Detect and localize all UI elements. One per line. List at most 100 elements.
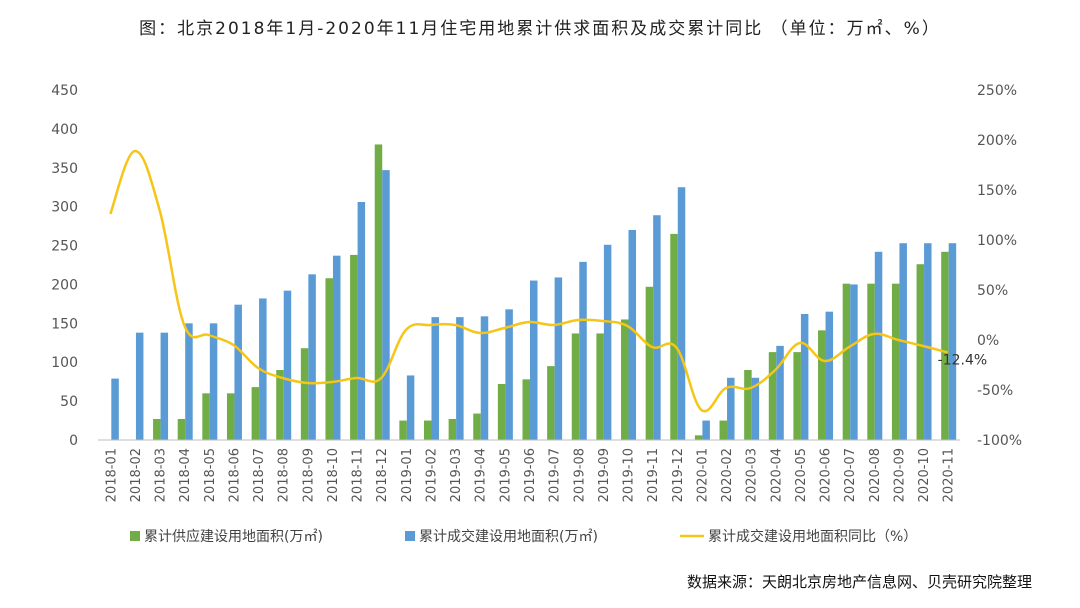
y-left-tick-label: 250 (51, 239, 78, 255)
x-tick-label: 2018-10 (326, 448, 341, 502)
bar-supply (793, 352, 801, 440)
y-left-tick-label: 0 (69, 433, 78, 449)
legend: 累计供应建设用地面积(万㎡) 累计成交建设用地面积(万㎡) 累计成交建设用地面积同比… (130, 528, 917, 545)
bar-transaction (431, 317, 439, 440)
y-axis-right: -100% -50% 0% 50% 100% 150% 200% 250% (977, 83, 1022, 449)
bar-supply (867, 283, 875, 440)
bar-transaction (530, 280, 538, 440)
bar-transaction (308, 274, 316, 440)
y-axis-left: 0 50 100 150 200 250 300 350 400 450 (51, 83, 78, 449)
x-tick-label: 2019-10 (622, 448, 637, 502)
x-tick-label: 2019-12 (671, 448, 686, 502)
bar-transaction (579, 261, 587, 440)
bar-transaction (850, 284, 858, 440)
bar-supply (547, 366, 555, 440)
bar-transaction (111, 378, 119, 440)
bar-supply (399, 420, 407, 440)
bar-supply (350, 254, 358, 440)
x-tick-label: 2020-08 (868, 448, 883, 502)
bar-supply (842, 283, 851, 440)
bar-supply (916, 264, 925, 440)
bars-group (111, 144, 957, 440)
bar-supply (670, 233, 678, 440)
x-tick-label: 2020-06 (819, 448, 834, 502)
bar-transaction (776, 345, 784, 440)
data-labels: -12.4% (938, 352, 988, 368)
x-tick-label: 2018-07 (252, 448, 267, 502)
x-tick-label: 2019-04 (474, 448, 489, 502)
x-tick-label: 2018-02 (129, 448, 144, 502)
x-tick-label: 2019-01 (400, 448, 415, 502)
y-right-tick-label: 50% (977, 283, 1008, 299)
bar-transaction (924, 243, 932, 440)
line-group (109, 149, 949, 413)
bar-transaction (653, 215, 661, 440)
x-tick-label: 2019-05 (498, 448, 513, 502)
bar-supply (522, 379, 530, 440)
x-tick-label: 2018-03 (154, 448, 169, 502)
x-tick-label: 2019-03 (449, 448, 464, 502)
x-tick-label: 2020-03 (745, 448, 760, 502)
y-right-tick-label: 0% (977, 333, 999, 349)
bar-supply (226, 393, 235, 440)
bar-supply (153, 419, 161, 440)
bar-transaction (874, 251, 883, 440)
bar-transaction (234, 304, 242, 440)
chart-title: 图：北京2018年1月-2020年11月住宅用地累计供求面积及成交累计同比 （单… (139, 19, 941, 39)
bar-supply (891, 283, 900, 440)
bar-transaction (702, 420, 710, 440)
bar-transaction (283, 290, 292, 440)
bar-transaction (209, 323, 218, 440)
bar-transaction (160, 332, 169, 440)
x-tick-label: 2019-07 (548, 448, 563, 502)
bar-supply (694, 435, 703, 440)
bar-transaction (800, 314, 809, 440)
x-tick-label: 2018-11 (351, 448, 366, 502)
y-left-tick-label: 150 (51, 316, 78, 332)
bar-transaction (406, 375, 415, 440)
bar-transaction (948, 243, 957, 440)
bar-transaction (677, 187, 686, 440)
bar-transaction (382, 170, 390, 440)
bar-supply (744, 370, 752, 440)
source-note: 数据来源：天朗北京房地产信息网、贝壳研究院整理 (686, 573, 1032, 591)
x-tick-label: 2019-11 (646, 448, 661, 502)
legend-swatch (130, 531, 140, 541)
legend-swatch (405, 531, 415, 541)
x-tick-label: 2019-09 (597, 448, 612, 502)
bar-supply (621, 319, 629, 440)
bar-transaction (603, 244, 612, 440)
y-left-tick-label: 100 (51, 355, 78, 371)
x-axis-ticks: 2018-01 2018-02 2018-03 2018-04 2018-05 2018-… (104, 448, 956, 502)
bar-supply (202, 393, 210, 440)
bar-transaction (456, 317, 464, 440)
x-tick-label: 2020-11 (942, 448, 957, 502)
bar-supply (251, 387, 260, 440)
bar-supply (177, 419, 186, 440)
y-right-tick-label: 150% (977, 183, 1017, 199)
y-right-tick-label: 250% (977, 83, 1017, 99)
x-tick-label: 2020-09 (892, 448, 907, 502)
x-tick-label: 2018-08 (277, 448, 292, 502)
y-left-tick-label: 350 (51, 161, 78, 177)
bar-transaction (505, 309, 513, 440)
legend-label: 累计成交建设用地面积同比（%） (708, 528, 917, 545)
bar-transaction (480, 316, 489, 440)
x-tick-label: 2020-07 (843, 448, 858, 502)
y-left-tick-label: 400 (51, 122, 78, 138)
y-left-tick-label: 300 (51, 200, 78, 216)
x-tick-label: 2019-08 (572, 448, 587, 502)
bar-transaction (357, 202, 366, 440)
x-tick-label: 2018-04 (178, 448, 193, 502)
y-right-tick-label: 100% (977, 233, 1017, 249)
x-tick-label: 2020-04 (769, 448, 784, 502)
y-left-tick-label: 200 (51, 277, 78, 293)
bar-transaction (727, 377, 735, 440)
bar-supply (374, 144, 383, 440)
bar-transaction (825, 311, 834, 440)
legend-label: 累计成交建设用地面积(万㎡) (419, 528, 598, 545)
bar-supply (768, 352, 777, 440)
x-tick-label: 2020-05 (794, 448, 809, 502)
bar-supply (276, 370, 284, 440)
bar-transaction (751, 377, 760, 440)
